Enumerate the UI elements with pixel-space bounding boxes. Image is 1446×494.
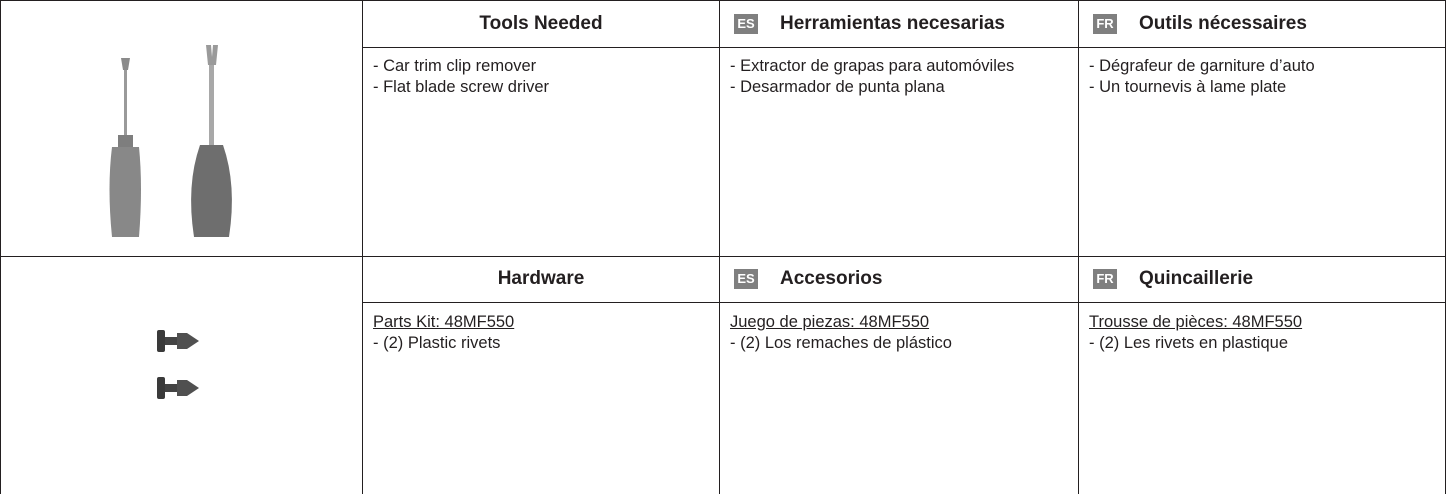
rivet (157, 377, 199, 399)
rivet (157, 330, 199, 352)
border (0, 0, 1, 494)
header-rule (363, 302, 719, 303)
header-rule (720, 302, 1078, 303)
border (0, 0, 1446, 1)
column-header: Tools Needed (363, 0, 719, 47)
list-item: - Car trim clip remover (373, 57, 537, 75)
column-header: ES Accesorios (720, 256, 1078, 302)
column-cell: ES Accesorios Juego de piezas: 48MF550 - (2… (720, 256, 1079, 494)
column-header: FR Outils nécessaires (1079, 0, 1446, 47)
column-body: Trousse de pièces: 48MF550 - (2) Les rive… (1089, 312, 1436, 354)
header-title: Herramientas necesarias (780, 12, 1005, 34)
image-cell (0, 0, 363, 256)
language-badge: FR (1093, 13, 1117, 34)
clip-remover (191, 45, 232, 237)
header-title: Quincaillerie (1139, 268, 1254, 289)
header-title: Outils nécessaires (1139, 12, 1307, 34)
parts-kit: Juego de piezas: 48MF550 (730, 313, 930, 331)
list-item: - Flat blade screw driver (373, 78, 550, 96)
column-header: Hardware (363, 256, 719, 302)
column-cell: ES Herramientas necesarias - Extractor de … (720, 0, 1079, 256)
column-header: ES Herramientas necesarias (720, 0, 1078, 47)
illustrations (109, 45, 232, 399)
border (0, 256, 1446, 257)
parts-kit: Trousse de pièces: 48MF550 (1089, 313, 1303, 331)
column-cell: FR Outils nécessaires - Dégrafeur de garni… (1079, 0, 1446, 256)
language-badge: ES (734, 269, 758, 289)
header-rule (1079, 47, 1446, 48)
screwdriver (109, 58, 141, 237)
column-body: - Dégrafeur de garniture d’auto - Un tour… (1089, 56, 1436, 98)
column-body: - Extractor de grapas para automóviles - … (730, 56, 1068, 98)
list-item: - Un tournevis à lame plate (1089, 78, 1287, 96)
list-item: - (2) Los remaches de plástico (730, 334, 952, 352)
list-item: - Dégrafeur de garniture d’auto (1089, 57, 1315, 75)
image-cell (0, 256, 363, 494)
column-cell: Tools Needed - Car trim clip remover - Fla… (363, 0, 720, 256)
list-item: - (2) Plastic rivets (373, 334, 501, 352)
parts-kit: Parts Kit: 48MF550 (373, 313, 515, 331)
column-header: FR Quincaillerie (1079, 256, 1446, 302)
column-cell: FR Quincaillerie Trousse de pièces: 48MF55… (1079, 256, 1446, 494)
column-body: Parts Kit: 48MF550 - (2) Plastic rivets (373, 312, 709, 354)
column-body: - Car trim clip remover - Flat blade scre… (373, 56, 709, 98)
column-cell: Hardware Parts Kit: 48MF550 - (2) Plastic … (363, 256, 720, 494)
language-badge: FR (1093, 269, 1117, 289)
header-rule (1079, 302, 1446, 303)
list-item: - Extractor de grapas para automóviles (730, 57, 1015, 75)
list-item: - Desarmador de punta plana (730, 78, 945, 96)
list-item: - (2) Les rivets en plastique (1089, 334, 1289, 352)
header-title: Hardware (497, 268, 585, 289)
header-title: Accesorios (780, 268, 883, 289)
column-body: Juego de piezas: 48MF550 - (2) Los remach… (730, 312, 1068, 354)
header-rule (363, 47, 719, 48)
language-badge: ES (734, 13, 758, 34)
header-rule (720, 47, 1078, 48)
header-title: Tools Needed (479, 12, 603, 34)
